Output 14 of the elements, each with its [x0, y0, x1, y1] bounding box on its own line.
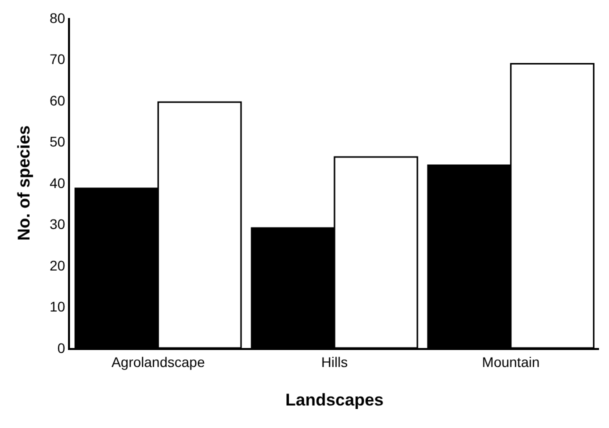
- y-tick-label: 80: [50, 10, 66, 26]
- y-axis-title: No. of species: [14, 125, 34, 241]
- y-tick-label: 20: [50, 257, 66, 274]
- y-tick-label: 60: [50, 92, 66, 108]
- y-tick-label: 50: [50, 134, 66, 150]
- y-tick-label: 30: [50, 216, 66, 232]
- y-tick-label: 70: [50, 51, 66, 68]
- x-tick-label: Agrolandscape: [111, 354, 206, 370]
- y-tick-label: 0: [57, 340, 66, 356]
- x-tick-label: Hills: [321, 354, 348, 370]
- x-axis-title: Landscapes: [285, 390, 384, 410]
- x-tick-label: Mountain: [482, 354, 540, 370]
- y-tick-label: 40: [50, 174, 66, 191]
- y-tick-label: 10: [50, 298, 66, 315]
